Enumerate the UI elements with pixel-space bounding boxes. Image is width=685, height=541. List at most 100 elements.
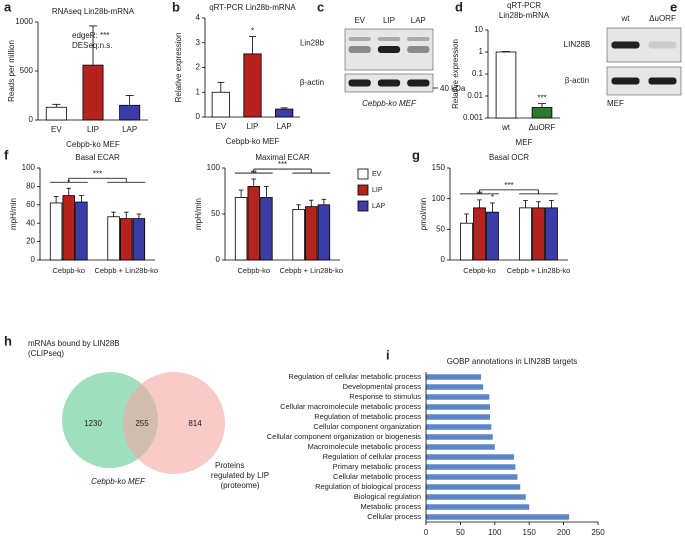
venn-count: 814 xyxy=(188,419,202,428)
bar xyxy=(107,216,120,261)
lane-label: ΔuORF xyxy=(649,14,676,23)
y-tick-label: 1 xyxy=(479,47,484,56)
bar xyxy=(292,208,305,261)
lane-label: LAP xyxy=(411,16,426,25)
venn-label: Proteins xyxy=(215,461,244,470)
legend-swatch xyxy=(357,200,369,212)
row-label: LIN28B xyxy=(564,40,591,49)
legend-label: LIP xyxy=(372,187,383,194)
bar xyxy=(119,104,141,121)
bar xyxy=(426,444,495,450)
x-tick-label: EV xyxy=(51,125,62,134)
blot-band xyxy=(348,46,371,53)
chart-title: Lin28b-mRNA xyxy=(499,11,550,20)
chart-title: qRT-PCR xyxy=(507,1,541,10)
y-tick-label: 80 xyxy=(26,182,35,191)
chart-title: GOBP annotations in LIN28B targets xyxy=(447,357,578,366)
y-tick-label: 500 xyxy=(20,66,34,75)
bar xyxy=(62,195,75,261)
x-tick-label: 0 xyxy=(424,528,429,537)
comparison-label: *** xyxy=(93,169,102,178)
y-tick-label: Primary metabolic process xyxy=(333,462,422,471)
bar xyxy=(532,207,545,261)
y-tick-label: Macromolecule metabolic process xyxy=(308,442,422,451)
panel-letter: f xyxy=(4,147,9,162)
panel-letter: c xyxy=(317,0,324,14)
bar xyxy=(120,218,133,261)
panel-letter: a xyxy=(4,0,12,14)
blot-band xyxy=(377,46,401,53)
bar xyxy=(75,201,88,261)
y-tick-label: 0 xyxy=(441,255,446,264)
bar xyxy=(426,424,492,430)
lane-label: EV xyxy=(354,16,365,25)
panel-letter: d xyxy=(455,0,463,14)
y-axis-label: mpH/min xyxy=(9,198,18,230)
y-tick-label: Biological regulation xyxy=(354,492,421,501)
chart-title: Maximal ECAR xyxy=(255,153,309,162)
y-axis-label: mpH/min xyxy=(194,198,203,230)
x-tick-label: ΔuORF xyxy=(529,123,556,132)
row-label: β-actin xyxy=(300,78,324,87)
bar xyxy=(49,202,63,261)
y-axis-label: Relative expression xyxy=(451,39,460,109)
y-tick-label: 0.1 xyxy=(472,69,484,78)
bar xyxy=(495,51,517,119)
bar xyxy=(426,514,570,520)
y-tick-label: 0 xyxy=(216,255,221,264)
bar xyxy=(317,204,331,261)
blot-band xyxy=(377,37,401,41)
x-tick-label: 100 xyxy=(488,528,502,537)
bar xyxy=(243,53,262,118)
bar xyxy=(545,207,558,261)
y-tick-label: 100 xyxy=(432,194,446,203)
bar xyxy=(211,91,230,118)
lane-label: LIP xyxy=(383,16,395,25)
y-axis-label: pmol/min xyxy=(419,198,428,230)
x-tick-label: Cebpb-ko xyxy=(463,266,496,275)
y-tick-label: 100 xyxy=(207,163,221,172)
panel-letter: g xyxy=(412,147,420,162)
panel-letter: b xyxy=(172,0,180,14)
venn-label: mRNAs bound by LIN28B xyxy=(28,339,120,348)
bar xyxy=(426,464,516,470)
row-label: Lin28b xyxy=(300,39,325,48)
x-tick-label: Cebpb + Lin28b-ko xyxy=(507,266,571,275)
blot-caption: MEF xyxy=(607,99,624,108)
y-tick-label: 20 xyxy=(26,237,35,246)
bar xyxy=(531,107,553,119)
x-tick-label: 150 xyxy=(523,528,537,537)
x-tick-label: 250 xyxy=(591,528,605,537)
y-tick-label: Developmental process xyxy=(343,382,422,391)
venn-label: (proteome) xyxy=(220,481,259,490)
x-tick-label: Cebpb + Lin28b-ko xyxy=(94,266,158,275)
bar xyxy=(426,504,530,510)
chart-title: Basal OCR xyxy=(489,153,529,162)
blot-band xyxy=(407,79,430,87)
bar xyxy=(247,185,260,261)
blot-band xyxy=(377,79,401,87)
bar xyxy=(305,206,318,261)
bar xyxy=(426,494,526,500)
bar xyxy=(426,394,490,400)
legend-swatch xyxy=(357,184,369,196)
bar xyxy=(473,207,486,261)
y-tick-label: Cellular component organization or bioge… xyxy=(267,432,422,441)
bar xyxy=(426,484,521,490)
annotation: DESeq:n.s. xyxy=(72,41,112,50)
y-tick-label: 0.01 xyxy=(467,91,483,100)
annotation: edgeR: *** xyxy=(72,31,109,40)
y-tick-label: Regulation of biological process xyxy=(315,482,421,491)
venn-right xyxy=(123,372,225,474)
lane-label: wt xyxy=(621,14,631,23)
blot-band xyxy=(611,41,640,49)
venn-count: 255 xyxy=(135,419,149,428)
blot-band xyxy=(407,37,430,41)
y-tick-label: Cellular metabolic process xyxy=(333,472,421,481)
y-tick-label: Metabolic process xyxy=(361,502,422,511)
bar xyxy=(426,374,482,380)
y-tick-label: Regulation of metabolic process xyxy=(314,412,421,421)
marker-label: 40 kDa xyxy=(440,84,466,93)
x-tick-label: EV xyxy=(215,122,226,131)
